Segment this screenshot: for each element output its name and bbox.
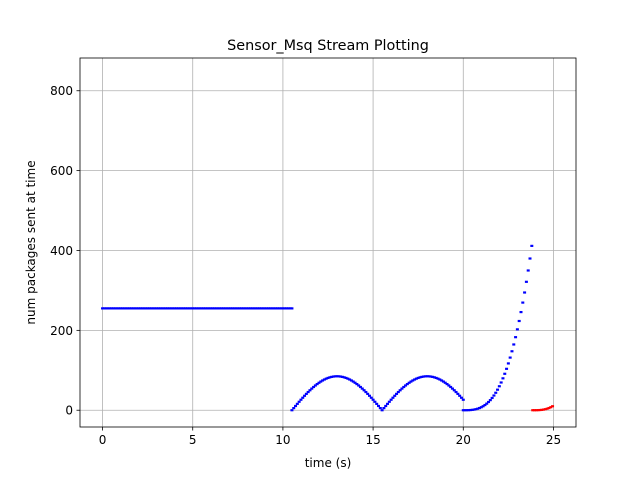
y-tick-label: 400: [50, 244, 73, 258]
x-tick-label: 10: [275, 433, 290, 447]
x-tick-label: 20: [456, 433, 471, 447]
x-tick-label: 5: [189, 433, 197, 447]
y-tick-label: 800: [50, 84, 73, 98]
x-axis-label: time (s): [305, 456, 352, 470]
tick-layer: 0 5 10 15 20 25 0 200 400 600 800: [50, 84, 561, 447]
y-tick-label: 0: [65, 404, 73, 418]
y-tick-label: 600: [50, 164, 73, 178]
x-tick-label: 0: [99, 433, 107, 447]
data-layer: [101, 244, 555, 412]
x-tick-label: 25: [546, 433, 561, 447]
y-axis-label: num packages sent at time: [24, 160, 38, 324]
x-tick-label: 15: [365, 433, 380, 447]
chart-title: Sensor_Msq Stream Plotting: [227, 38, 429, 54]
grid-layer: [80, 58, 576, 427]
plot-frame: [79, 57, 577, 428]
y-tick-label: 200: [50, 324, 73, 338]
